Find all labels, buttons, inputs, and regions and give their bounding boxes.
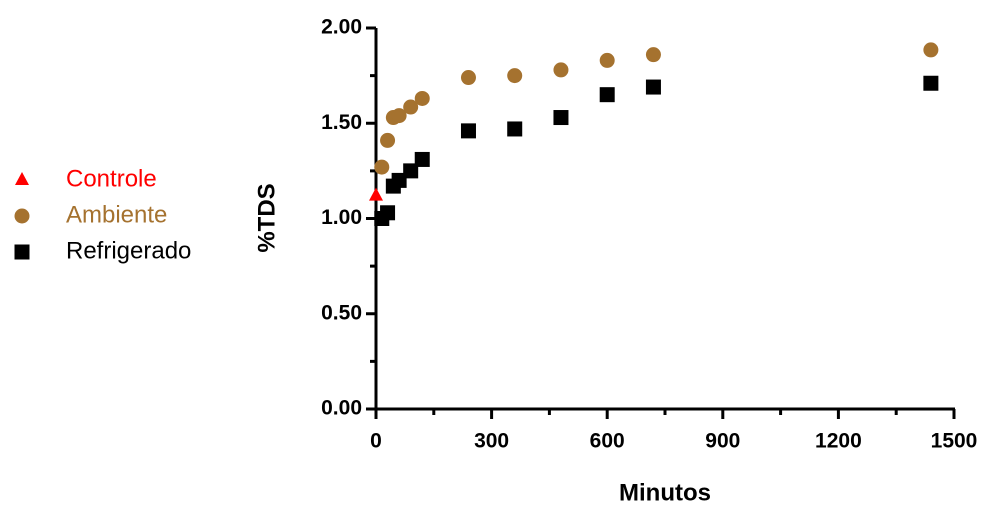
point [414,90,430,106]
point [599,52,615,68]
x-tick-label: 1500 [931,430,978,453]
legend-label: Refrigerado [66,237,191,264]
point [391,108,407,124]
legend-label: Controle [66,165,157,192]
x-tick-label: 1200 [815,430,862,453]
point [645,47,661,63]
legend-marker [15,172,29,185]
point [553,62,569,78]
point [645,79,661,95]
point [460,70,476,86]
x-tick-label: 0 [370,430,382,453]
y-tick-label: 2.00 [321,16,362,39]
point [507,68,523,84]
y-axis-title: %TDS [253,183,280,252]
legend-marker [14,244,30,260]
point [374,159,390,175]
point [507,121,523,137]
point [369,187,383,201]
point [460,123,476,139]
point [599,87,615,103]
point [403,99,419,115]
point [414,151,430,167]
legend-marker [14,208,30,224]
point [380,205,396,221]
legend-label: Ambiente [66,201,167,228]
point [923,75,939,91]
point [553,110,569,126]
y-tick-label: 1.50 [321,111,362,134]
y-tick-label: 1.00 [321,206,362,229]
x-tick-label: 300 [474,430,509,453]
point [923,42,939,58]
y-tick-label: 0.00 [321,397,362,420]
y-tick-label: 0.50 [321,301,362,324]
point [403,163,419,179]
x-tick-label: 600 [590,430,625,453]
x-axis-title: Minutos [619,479,711,506]
x-tick-label: 900 [705,430,740,453]
point [391,172,407,188]
point [380,132,396,148]
